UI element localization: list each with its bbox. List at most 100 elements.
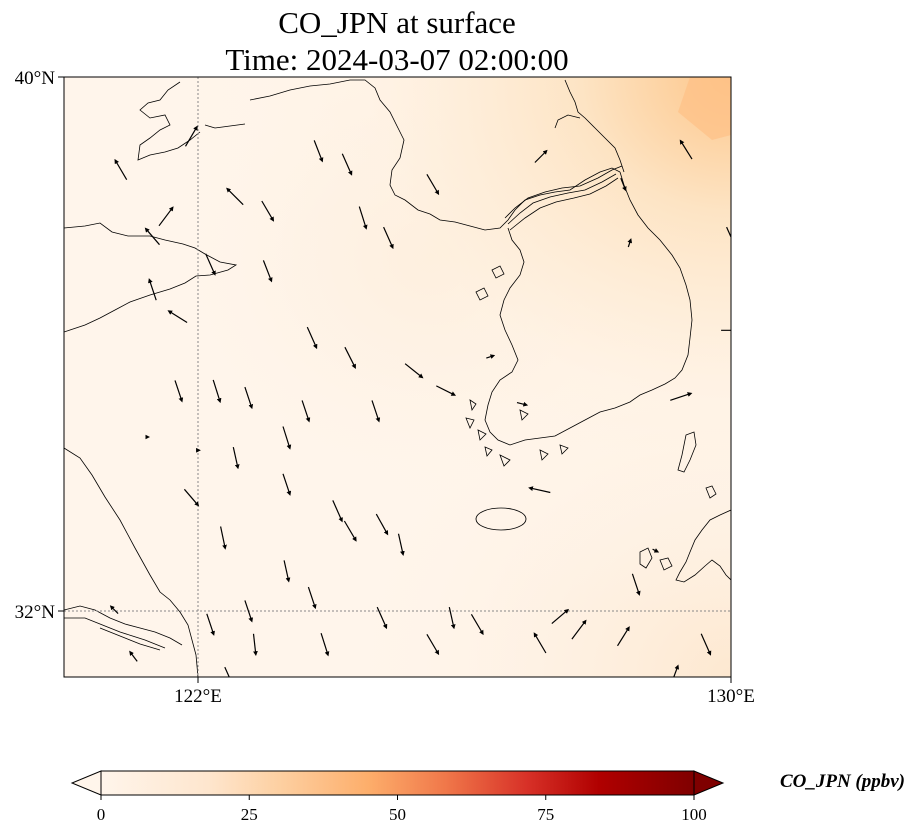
wind-vector-arrow bbox=[371, 400, 381, 423]
wind-vector-arrow bbox=[436, 385, 457, 396]
map-panel bbox=[63, 76, 732, 678]
wind-vector-arrow bbox=[220, 526, 227, 550]
map-frame bbox=[63, 76, 732, 678]
wind-vector-arrow bbox=[282, 473, 292, 496]
tsushima-island bbox=[677, 431, 697, 473]
wind-vector-arrow bbox=[533, 632, 547, 654]
wind-vector-arrow bbox=[332, 500, 343, 523]
wind-vector-arrow bbox=[383, 226, 394, 250]
wind-vector-arrow bbox=[252, 633, 258, 656]
wind-vector-arrow bbox=[144, 227, 160, 246]
gridlines bbox=[64, 77, 731, 677]
wind-vector-arrow bbox=[283, 560, 291, 583]
colorbar-tick-label: 100 bbox=[681, 805, 707, 824]
wind-vector-arrow bbox=[426, 633, 440, 656]
wind-vector-arrow bbox=[358, 206, 368, 230]
lon-tick-label-122e: 122°E bbox=[174, 686, 222, 707]
wind-vector-arrow bbox=[448, 606, 456, 630]
wind-vector-arrow bbox=[376, 606, 388, 630]
wind-vector-arrow bbox=[129, 650, 138, 662]
yangtze-estuary bbox=[64, 605, 183, 651]
lat-axis: 40°N 32°N bbox=[15, 68, 64, 623]
korea-dmz-lines bbox=[504, 165, 623, 231]
wind-vector-arrow bbox=[109, 605, 119, 615]
wind-vector-arrow bbox=[631, 573, 641, 596]
colorbar-tick-label: 0 bbox=[97, 805, 106, 824]
lat-tick-label-40n: 40°N bbox=[15, 68, 56, 89]
wind-vector-arrow bbox=[486, 354, 496, 359]
map-title-line2: Time: 2024-03-07 02:00:00 bbox=[225, 42, 568, 77]
jeju-island bbox=[475, 507, 527, 531]
wind-vector-arrow bbox=[534, 149, 548, 163]
wind-vector-arrow bbox=[261, 200, 275, 222]
colorbar-over-triangle bbox=[693, 770, 725, 796]
lon-axis: 122°E 130°E bbox=[174, 677, 755, 707]
wind-vector-arrow bbox=[470, 613, 484, 636]
kyushu-coastline bbox=[639, 485, 731, 583]
wind-vector-arrow bbox=[551, 608, 570, 625]
colorbar-ticks: 0 25 50 75 100 bbox=[97, 795, 707, 824]
wind-vector-arrow bbox=[313, 140, 324, 163]
wind-vector-arrow bbox=[726, 226, 731, 239]
wind-vector-arrow bbox=[670, 392, 693, 401]
wind-vector-arrow bbox=[397, 533, 405, 556]
korea-north-coastline bbox=[554, 79, 625, 173]
wind-vector-arrow bbox=[343, 520, 357, 542]
lat-tick-label-32n: 32°N bbox=[15, 602, 56, 623]
wind-vector-arrow bbox=[341, 153, 353, 176]
wind-vector-arrow bbox=[183, 488, 200, 507]
colorbar-label: CO_JPN (ppbv) bbox=[780, 771, 905, 792]
wind-vector-arrow bbox=[652, 548, 660, 553]
korea-west-islands bbox=[465, 265, 569, 467]
wind-vector-arrow bbox=[426, 173, 440, 196]
wind-vector-arrow bbox=[174, 380, 184, 403]
colorbar-gradient bbox=[100, 770, 695, 796]
liaodong-coastline bbox=[137, 79, 431, 215]
wind-vector-arrow bbox=[320, 633, 330, 657]
wind-vector-arrow bbox=[262, 260, 273, 283]
wind-vector-arrow bbox=[212, 379, 222, 404]
wind-vector-arrow bbox=[224, 666, 230, 677]
wind-vector-arrow bbox=[627, 238, 633, 248]
china-south-coastline bbox=[64, 447, 199, 677]
wind-vector-arrow bbox=[148, 278, 157, 301]
lon-tick-label-130e: 130°E bbox=[707, 686, 755, 707]
colorbar-under-triangle bbox=[70, 770, 102, 796]
wind-vector-arrow bbox=[301, 400, 311, 423]
concentration-field bbox=[64, 77, 731, 677]
wind-vector-arrow bbox=[226, 187, 244, 206]
wind-vector-arrow bbox=[679, 139, 693, 160]
wind-vector-arrow bbox=[114, 158, 128, 181]
wind-vector-arrow bbox=[616, 626, 630, 647]
colorbar-tick-label: 25 bbox=[241, 805, 258, 824]
wind-vector-arrow bbox=[700, 633, 712, 656]
wind-vector-arrow bbox=[184, 125, 198, 147]
wind-vector-arrow bbox=[244, 600, 254, 623]
coastlines bbox=[64, 79, 731, 677]
china-coastline bbox=[64, 222, 238, 333]
wind-vector-arrow bbox=[571, 619, 587, 640]
wind-vector-arrow bbox=[344, 346, 356, 369]
wind-vector-arrow bbox=[404, 363, 424, 379]
wind-vector-arrow bbox=[282, 426, 292, 450]
wind-vector-arrow bbox=[205, 253, 216, 276]
wind-vector-arrow bbox=[306, 326, 318, 350]
colorbar: 0 25 50 75 100 CO_JPN (ppbv) bbox=[70, 770, 905, 824]
korea-coastline bbox=[429, 167, 693, 446]
colorbar-tick-label: 75 bbox=[537, 805, 554, 824]
wind-vector-arrow bbox=[528, 486, 551, 494]
wind-vector-arrow bbox=[206, 613, 215, 636]
wind-vector-arrow bbox=[232, 446, 240, 470]
wind-vector-arrow bbox=[620, 177, 627, 192]
wind-vector-arrow bbox=[244, 386, 254, 410]
wind-vector-arrow bbox=[516, 401, 529, 407]
wind-vectors bbox=[109, 125, 731, 677]
wind-vector-arrow bbox=[673, 664, 680, 677]
colorbar-tick-label: 50 bbox=[389, 805, 406, 824]
wind-vector-arrow bbox=[375, 513, 389, 536]
map-title-line1: CO_JPN at surface bbox=[278, 5, 516, 40]
wind-vector-arrow bbox=[167, 310, 188, 324]
wind-vector-arrow bbox=[158, 206, 174, 227]
wind-vector-arrow bbox=[307, 586, 317, 610]
